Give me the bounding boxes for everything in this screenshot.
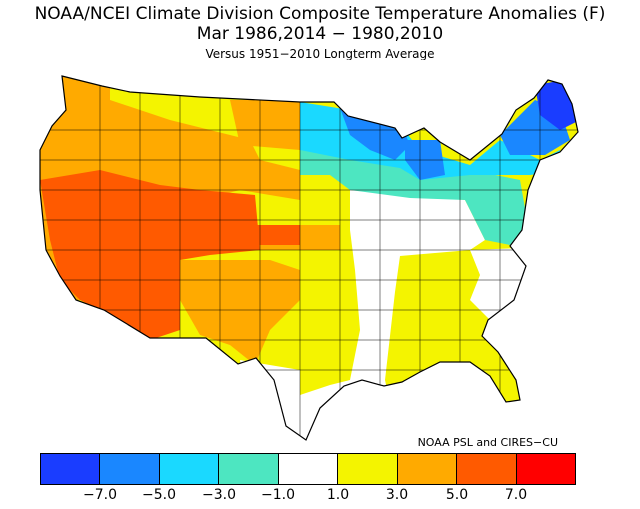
legend-swatch: [516, 454, 575, 484]
legend-tick: 7.0: [504, 487, 528, 503]
legend-swatch: [457, 454, 517, 484]
baseline-note: Versus 1951−2010 Longterm Average: [205, 47, 435, 61]
legend-swatch: [159, 454, 220, 484]
legend-swatch: [278, 454, 339, 484]
legend-tick: −3.0: [202, 487, 236, 503]
southwest-fill: [40, 170, 260, 340]
color-legend: [40, 453, 576, 485]
southern-plains-fill: [180, 260, 300, 365]
region-ohio-valley-and-midwest: [300, 140, 528, 245]
legend-swatch: [41, 454, 101, 484]
legend-swatch: [100, 454, 160, 484]
data-credit: NOAA PSL and CIRES−CU: [417, 436, 558, 449]
legend-swatch: [338, 454, 398, 484]
legend-tick: −1.0: [261, 487, 295, 503]
map-subtitle: Mar 1986,2014 − 1980,2010: [196, 24, 444, 44]
region-southwest: [40, 170, 300, 340]
legend-tick: −5.0: [142, 487, 176, 503]
legend-tick: 3.0: [385, 487, 409, 503]
us-outline: [39, 75, 579, 441]
west-coast-fill: [40, 76, 300, 300]
map-title: NOAA/NCEI Climate Division Composite Tem…: [34, 4, 606, 24]
region-west-coast-and-texas: [40, 76, 340, 365]
legend-swatch: [397, 454, 458, 484]
legend-tick: 5.0: [445, 487, 469, 503]
legend-tick: 1.0: [326, 487, 350, 503]
legend-tick: −7.0: [83, 487, 117, 503]
central-plains-fill: [255, 225, 300, 245]
legend-swatch: [219, 454, 279, 484]
midwest-teal-fill: [300, 140, 528, 245]
nw-plains-fill: [230, 100, 300, 150]
